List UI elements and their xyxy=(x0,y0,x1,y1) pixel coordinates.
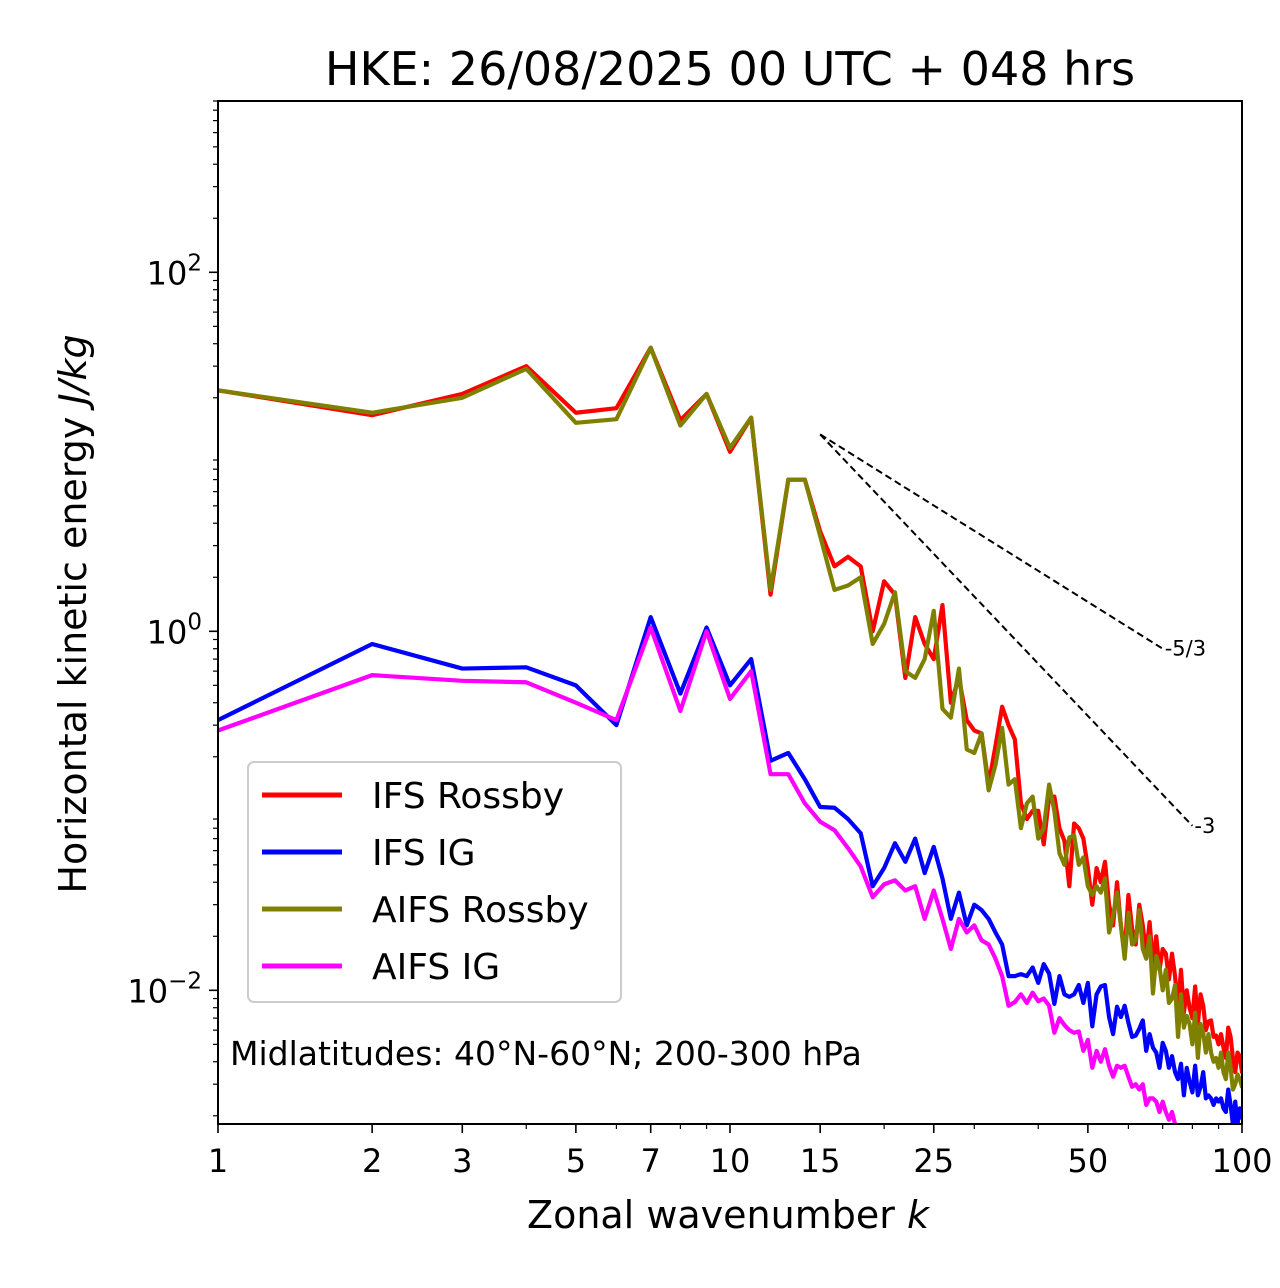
reference-line-label: -5/3 xyxy=(1165,637,1206,661)
x-tick-label: 7 xyxy=(641,1142,661,1180)
x-tick-label: 1 xyxy=(208,1142,228,1180)
series-lines xyxy=(218,345,1242,1124)
reference-line-label: -3 xyxy=(1194,814,1215,838)
chart-title: HKE: 26/08/2025 00 UTC + 048 hrs xyxy=(325,42,1135,96)
reference-slope-lines: -5/3 -3 xyxy=(819,433,1215,838)
legend-label-ifs-ig: IFS IG xyxy=(372,833,476,874)
x-tick-label: 5 xyxy=(566,1142,586,1180)
series-line-aifs-ig xyxy=(218,625,1178,1124)
series-line-aifs-rossby xyxy=(218,345,1242,1092)
legend-label-aifs-rossby: AIFS Rossby xyxy=(372,890,589,931)
y-tick-label: 102 xyxy=(147,250,202,292)
legend-label-aifs-ig: AIFS IG xyxy=(372,947,500,988)
y-axis-label: Horizontal kinetic energy J/kg xyxy=(51,334,95,893)
x-tick-label: 2 xyxy=(362,1142,382,1180)
x-tick-labels: 1 2 3 5 7 10 15 25 50 100 xyxy=(208,1142,1273,1180)
legend-box xyxy=(247,761,622,1003)
region-annotation: Midlatitudes: 40°N-60°N; 200-300 hPa xyxy=(230,1034,862,1073)
legend-label-ifs-rossby: IFS Rossby xyxy=(372,776,564,817)
x-tick-label: 10 xyxy=(710,1142,751,1180)
x-tick-label: 50 xyxy=(1068,1142,1109,1180)
y-tick-labels: 10−2 100 102 xyxy=(127,250,202,1010)
x-tick-label: 3 xyxy=(452,1142,472,1180)
reference-line xyxy=(819,433,1194,827)
series-line-ifs-ig xyxy=(218,614,1242,1124)
y-tick-label: 10−2 xyxy=(127,968,202,1010)
plot-frame xyxy=(217,100,1243,1125)
reference-line xyxy=(819,433,1164,650)
x-tick-label: 100 xyxy=(1211,1142,1272,1180)
y-tick-label: 100 xyxy=(147,609,202,651)
x-tick-label: 25 xyxy=(913,1142,954,1180)
legend: IFS Rossby IFS IG AIFS Rossby AIFS IG xyxy=(247,761,622,1003)
x-axis-label: Zonal wavenumber k xyxy=(527,1193,931,1237)
x-tick-label: 15 xyxy=(800,1142,841,1180)
